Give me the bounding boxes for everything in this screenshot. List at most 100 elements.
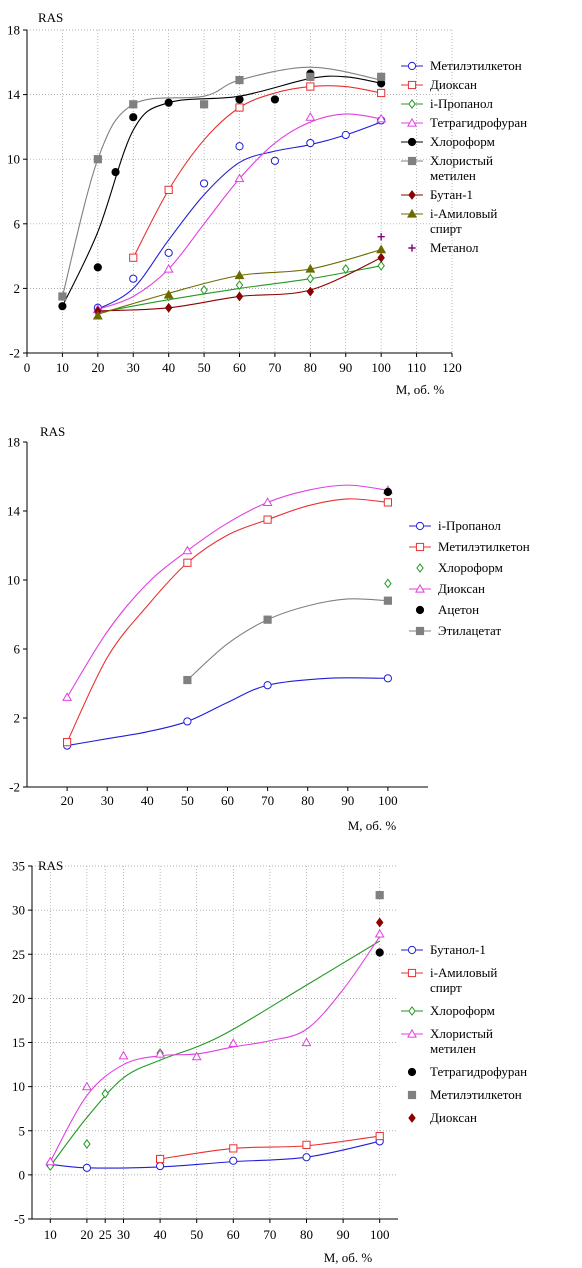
series-2 <box>129 82 386 262</box>
x-tick-label: 30 <box>101 793 114 808</box>
x-tick-label: 100 <box>370 1227 390 1242</box>
data-point <box>383 487 392 497</box>
legend-label: Хлористый метилен <box>430 1026 493 1056</box>
data-point <box>235 95 244 104</box>
data-point <box>235 291 244 302</box>
data-point <box>183 717 192 726</box>
data-point <box>229 1144 238 1153</box>
series-line <box>50 1140 380 1169</box>
data-point <box>83 1139 91 1149</box>
data-point <box>164 302 173 313</box>
data-point <box>182 545 193 555</box>
x-tick-label: 80 <box>300 1227 313 1242</box>
y-tick-label: 30 <box>12 903 25 918</box>
x-tick-label: 30 <box>127 360 140 375</box>
data-point <box>191 1051 202 1061</box>
data-point <box>377 260 385 271</box>
series-line <box>49 940 380 1167</box>
x-tick-label: 50 <box>190 1227 203 1242</box>
x-tick-label: 60 <box>233 360 246 375</box>
data-point <box>377 72 386 81</box>
legend-label: i-Пропанол <box>438 518 501 533</box>
x-tick-label: 90 <box>341 793 354 808</box>
legend-marker <box>407 1090 417 1100</box>
legend-label: Метилэтилкетон <box>430 1087 522 1102</box>
data-point <box>263 615 272 624</box>
legend-marker <box>407 80 417 90</box>
series-line <box>160 1135 380 1160</box>
legend-label: Тетрагидрофуран <box>430 1064 527 1079</box>
y-tick-label: 25 <box>12 947 25 962</box>
y-tick-label: 20 <box>12 991 25 1006</box>
series-2 <box>63 498 392 747</box>
x-tick-label: 70 <box>263 1227 276 1242</box>
legend-marker <box>407 156 417 166</box>
data-point <box>234 270 245 280</box>
series-2 <box>156 1131 384 1164</box>
legend-label: Метанол <box>430 240 479 255</box>
legend: Бутанол-1 i-Амиловый спирт Хлороформ Хлорист… <box>401 942 527 1125</box>
data-point <box>306 82 315 91</box>
data-point <box>376 113 387 123</box>
x-axis-label: M, об. % <box>348 818 397 833</box>
y-tick-label: 10 <box>7 152 20 167</box>
chart-3: 10 20 25 30 40 50 60 70 80 90 100 -5 0 5 10 15 20 25 30 35 R… <box>12 858 527 1265</box>
x-tick-label: 60 <box>221 793 234 808</box>
series-line <box>61 75 382 307</box>
y-tick-label: -2 <box>9 346 20 361</box>
series-7 <box>375 917 384 928</box>
data-point <box>199 100 209 109</box>
series-3 <box>384 578 392 589</box>
series-5 <box>383 487 392 497</box>
series-6 <box>183 596 392 685</box>
x-tick-label: 100 <box>371 360 391 375</box>
legend-marker <box>415 605 425 615</box>
legend-label: i-Пропанол <box>430 96 493 111</box>
data-point <box>200 285 208 295</box>
series-8 <box>92 244 387 320</box>
legend-marker <box>407 117 417 127</box>
data-point <box>199 179 209 188</box>
y-tick-label: 35 <box>12 859 25 874</box>
data-point <box>92 310 103 320</box>
data-point <box>384 578 392 589</box>
series-7 <box>94 252 385 316</box>
x-tick-label: 40 <box>141 793 154 808</box>
data-point <box>129 100 138 109</box>
data-point <box>375 1131 384 1141</box>
legend-marker <box>408 99 416 109</box>
series-line <box>67 677 388 747</box>
legend-label: Диоксан <box>430 77 477 92</box>
legend-marker <box>407 968 417 978</box>
y-tick-label: 5 <box>19 1123 26 1138</box>
x-tick-label: 25 <box>99 1227 112 1242</box>
y-tick-label: 6 <box>14 642 21 657</box>
data-point <box>235 75 244 85</box>
legend-marker <box>407 945 417 955</box>
data-point <box>63 738 72 747</box>
data-point <box>262 497 273 506</box>
data-point <box>234 173 245 183</box>
data-point <box>118 1050 129 1060</box>
y-tick-label: 2 <box>14 281 21 296</box>
data-point <box>45 1156 56 1166</box>
data-point <box>306 138 315 148</box>
data-point <box>306 72 315 81</box>
legend-marker <box>415 583 425 593</box>
series-1 <box>93 116 386 312</box>
legend-label: Хлороформ <box>430 134 495 149</box>
data-point <box>377 252 385 263</box>
legend-marker <box>415 626 425 636</box>
data-point <box>301 1037 312 1047</box>
x-tick-label: 40 <box>154 1227 167 1242</box>
x-tick-label: 50 <box>181 793 194 808</box>
legend-label: i-Амиловый спирт <box>430 206 497 236</box>
data-point <box>156 1154 165 1164</box>
x-tick-label: 120 <box>442 360 462 375</box>
series-line <box>132 85 382 258</box>
x-tick-label: 70 <box>268 360 281 375</box>
x-tick-label: 10 <box>44 1227 57 1242</box>
legend-label: Хлористый метилен <box>430 153 493 183</box>
data-point <box>164 98 173 107</box>
y-tick-label: 10 <box>7 573 20 588</box>
